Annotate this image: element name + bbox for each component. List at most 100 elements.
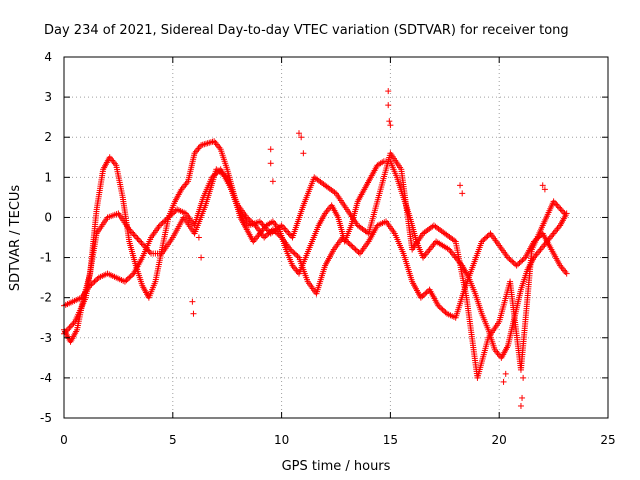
data-point-series-3 xyxy=(561,210,568,217)
data-point-series-3 xyxy=(66,324,73,331)
data-point-series-2 xyxy=(165,214,172,221)
data-point-series-2 xyxy=(354,247,361,254)
data-point-series-2 xyxy=(348,242,355,249)
data-point-series-2 xyxy=(442,309,449,316)
data-point-series-2 xyxy=(163,215,170,222)
data-point-series-2 xyxy=(166,213,173,220)
data-point-series-2 xyxy=(481,235,488,242)
data-point-series-2 xyxy=(123,277,130,284)
data-point-series-2 xyxy=(420,291,427,298)
data-point-series-2 xyxy=(517,258,524,265)
data-point-series-3 xyxy=(286,231,293,238)
data-point-series-2 xyxy=(417,294,424,301)
data-point-outlier xyxy=(198,254,205,261)
data-point-series-2 xyxy=(339,234,346,241)
data-point-outlier xyxy=(520,374,527,381)
data-point-series-3 xyxy=(558,207,565,214)
data-point-series-2 xyxy=(519,257,526,264)
data-point-series-2 xyxy=(513,262,520,269)
data-point-series-3 xyxy=(69,321,76,328)
data-point-series-2 xyxy=(506,255,513,262)
data-point-series-2 xyxy=(288,247,295,254)
data-point-series-2 xyxy=(441,308,448,315)
grid xyxy=(64,57,608,418)
data-point-series-3 xyxy=(553,201,560,208)
data-point-series-2 xyxy=(435,302,442,309)
data-point-series-2 xyxy=(480,237,487,244)
y-tick-label: -3 xyxy=(40,331,52,345)
data-point-series-2 xyxy=(351,245,358,252)
data-point-series-2 xyxy=(343,238,350,245)
data-point-series-2 xyxy=(88,281,95,288)
data-point-series-2 xyxy=(423,289,430,296)
y-tick-label: 1 xyxy=(44,170,52,184)
data-point-outlier xyxy=(296,130,303,137)
data-point-outlier xyxy=(459,190,466,197)
y-tick-label: -2 xyxy=(40,291,52,305)
data-point-outlier xyxy=(517,402,524,409)
data-point-outlier xyxy=(300,150,307,157)
x-tick-label: 10 xyxy=(274,433,289,447)
data-point-series-2 xyxy=(168,211,175,218)
data-point-series-2 xyxy=(92,277,99,284)
data-point-outlier xyxy=(267,146,274,153)
data-point-outlier xyxy=(502,370,509,377)
x-tick-label: 5 xyxy=(169,433,177,447)
data-point-series-2 xyxy=(510,259,517,266)
data-point-series-3 xyxy=(131,232,138,239)
data-point-series-2 xyxy=(507,257,514,264)
chart-title: Day 234 of 2021, Sidereal Day-to-day VTE… xyxy=(44,23,569,38)
data-point-outlier xyxy=(519,394,526,401)
data-point-outlier xyxy=(539,182,546,189)
data-point-outlier xyxy=(385,88,392,95)
data-point-series-2 xyxy=(439,306,446,313)
data-point-outlier xyxy=(386,118,393,125)
data-point-series-2 xyxy=(124,275,131,282)
y-tick-label: -1 xyxy=(40,251,52,265)
data-point-outlier xyxy=(189,298,196,305)
data-point-series-2 xyxy=(294,253,301,260)
data-point-outlier xyxy=(298,134,305,141)
y-tick-label: -4 xyxy=(40,371,52,385)
y-axis-label: SDTVAR / TECUs xyxy=(8,185,23,292)
data-point-outlier xyxy=(457,182,464,189)
data-point-series-2 xyxy=(94,275,101,282)
data-point-series-2 xyxy=(340,235,347,242)
data-point-series-2 xyxy=(346,241,353,248)
axis-ticks: 0 5 10 15 20 25 -5 -4 -3 -2 -1 0 1 2 3 4 xyxy=(40,50,616,447)
data-point-series-2 xyxy=(275,231,282,238)
data-point-outlier xyxy=(190,310,197,317)
data-point-series-3 xyxy=(67,323,74,330)
data-point-series-2 xyxy=(520,255,527,262)
data-point-series-3 xyxy=(137,238,144,245)
data-point-series-2 xyxy=(126,274,133,281)
data-point-outlier xyxy=(541,186,548,193)
data-point-series-2 xyxy=(287,246,294,253)
data-point-series-2 xyxy=(419,293,426,300)
data-point-series-2 xyxy=(509,258,516,265)
data-point-series-3 xyxy=(282,226,289,233)
data-point-series-2 xyxy=(169,210,176,217)
plot-frame xyxy=(63,56,609,419)
data-point-series-2 xyxy=(158,221,165,228)
x-tick-label: 0 xyxy=(60,433,68,447)
data-point-series-2 xyxy=(129,271,136,278)
data-point-series-3 xyxy=(284,228,291,235)
data-point-series-2 xyxy=(162,217,169,224)
x-tick-label: 25 xyxy=(600,433,615,447)
y-tick-label: -5 xyxy=(40,411,52,425)
data-point-series-3 xyxy=(133,233,140,240)
data-point-outlier xyxy=(500,378,507,385)
data-point-series-2 xyxy=(438,305,445,312)
data-point-series-2 xyxy=(91,278,98,285)
data-point-series-2 xyxy=(345,239,352,246)
data-point-series-2 xyxy=(290,249,297,256)
data-point-series-2 xyxy=(422,290,429,297)
data-point-series-2 xyxy=(293,251,300,258)
data-point-series-3 xyxy=(258,219,265,226)
data-point-series-2 xyxy=(563,270,570,277)
data-point-series-3 xyxy=(135,237,142,244)
data-point-series-2 xyxy=(504,254,511,261)
